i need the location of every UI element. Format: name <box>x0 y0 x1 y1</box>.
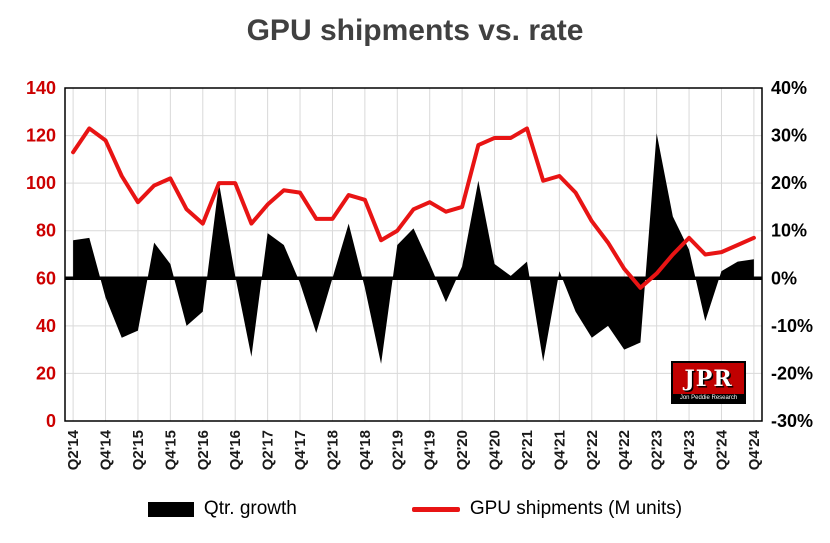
jpr-logo-subtext: Jon Peddie Research <box>673 394 744 402</box>
x-axis-label: Q2'19 <box>389 430 406 470</box>
legend-growth-label: Qtr. growth <box>203 498 297 519</box>
x-axis-label: Q2'15 <box>130 430 147 470</box>
y-axis-right-label: 0% <box>771 268 797 288</box>
legend-item-shipments: GPU shipments (M units) <box>411 498 683 520</box>
y-axis-left-label: 140 <box>26 78 56 98</box>
x-axis-label: Q4'22 <box>616 430 633 470</box>
x-axis-label: Q4'15 <box>162 430 179 470</box>
x-axis-label: Q4'20 <box>487 430 504 470</box>
legend-item-growth: Qtr. growth <box>147 498 297 520</box>
y-axis-left-label: 20 <box>36 363 56 383</box>
y-axis-right-label: 10% <box>771 221 807 241</box>
plot-border <box>64 87 763 422</box>
x-axis-label: Q2'20 <box>454 430 471 470</box>
x-axis-label: Q4'24 <box>746 429 763 470</box>
shipments-line-series <box>71 126 756 290</box>
jpr-logo: JPR Jon Peddie Research <box>671 361 746 404</box>
y-axis-left-label: 0 <box>46 411 56 431</box>
y-axis-right-label: 30% <box>771 126 807 146</box>
y-axis-right-label: 40% <box>771 78 807 98</box>
jpr-logo-text: JPR <box>684 365 733 392</box>
x-axis-label: Q2'24 <box>713 429 730 470</box>
x-axis-label: Q2'22 <box>584 430 601 470</box>
growth-swatch <box>147 501 194 517</box>
x-axis-label: Q2'17 <box>260 430 277 470</box>
x-axis-label: Q2'16 <box>195 430 212 470</box>
shipments-swatch <box>411 506 460 512</box>
y-axis-right-label: -10% <box>771 316 813 336</box>
y-axis-right-label: -30% <box>771 411 813 431</box>
x-axis-label: Q4'23 <box>681 430 698 470</box>
y-axis-left-label: 100 <box>26 173 56 193</box>
chart-title: GPU shipments vs. rate <box>246 14 584 47</box>
x-axis-label: Q4'16 <box>227 430 244 470</box>
x-axis-label: Q2'23 <box>649 430 666 470</box>
y-axis-left-label: 40 <box>36 316 56 336</box>
x-axis-label: Q4'18 <box>357 430 374 470</box>
y-axis-left-label: 60 <box>36 268 56 288</box>
chart-legend: Qtr. growth GPU shipments (M units) <box>0 498 830 520</box>
legend-shipments-label: GPU shipments (M units) <box>469 498 683 519</box>
x-axis-label: Q2'14 <box>65 429 82 470</box>
x-axis-label: Q4'14 <box>98 429 115 470</box>
x-axis-label: Q4'21 <box>551 430 568 470</box>
y-axis-left-label: 80 <box>36 221 56 241</box>
x-axis-label: Q2'21 <box>519 430 536 470</box>
x-axis-label: Q4'17 <box>292 430 309 470</box>
y-axis-right-label: 20% <box>771 173 807 193</box>
x-axis-label: Q2'18 <box>324 430 341 470</box>
growth-area-series <box>73 133 754 364</box>
y-axis-left-label: 120 <box>26 126 56 146</box>
x-axis-label: Q4'19 <box>422 430 439 470</box>
y-axis-right-label: -20% <box>771 363 813 383</box>
